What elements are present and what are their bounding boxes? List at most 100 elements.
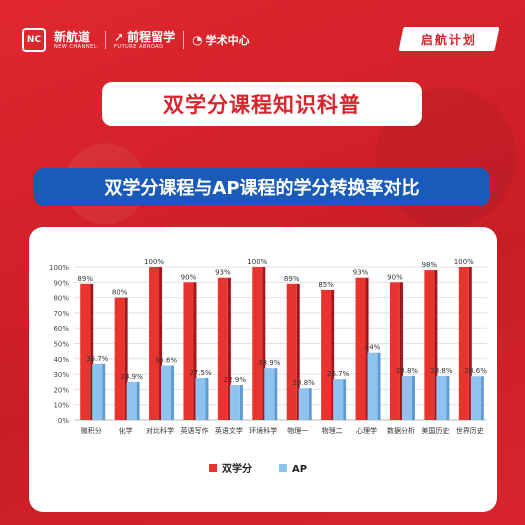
chart-section-title-text: 双学分课程与AP课程的学分转换率对比 [104, 178, 420, 199]
logo-divider [105, 31, 107, 49]
bar-series2 [161, 365, 172, 420]
bar-series1 [114, 297, 125, 420]
y-tick-label: 60% [53, 325, 69, 333]
bar-shadow [193, 282, 197, 420]
legend-swatch-series1 [209, 464, 217, 472]
new-channel-logo-text: 新航道 NEW CHANNEL [54, 31, 97, 50]
bar-series1 [321, 289, 332, 420]
y-tick-label: 50% [53, 341, 69, 349]
data-label-series2: 36.7% [86, 355, 109, 363]
y-tick-label: 100% [49, 264, 69, 272]
x-tick-label: 环境科学 [249, 426, 277, 435]
bar-shadow [136, 381, 140, 420]
data-label-series1: 100% [247, 258, 267, 266]
x-tick-label: 心理学 [356, 426, 377, 435]
y-tick-label: 0% [58, 417, 69, 425]
bar-series2 [229, 384, 240, 420]
page-title-text: 双学分课程知识科普 [163, 93, 361, 117]
bar-series2 [401, 375, 412, 420]
data-label-series2: 26.7% [327, 370, 350, 378]
bar-shadow [434, 270, 438, 420]
logo3-cn: 学术中心 [205, 34, 250, 47]
logo1-en: NEW CHANNEL [54, 43, 98, 50]
future-abroad-logo: ➚ 前程留学 FUTURE ABROAD [114, 31, 175, 50]
swoosh-icon: ➚ [114, 29, 125, 44]
bar-shadow [468, 267, 472, 420]
bar-shadow [331, 289, 335, 420]
x-tick-label: 物理一 [287, 426, 308, 435]
logo-divider [183, 31, 185, 49]
logo2-cn: 前程留学 [127, 29, 176, 44]
y-tick-label: 10% [53, 402, 69, 410]
legend-swatch-series2 [279, 464, 287, 472]
bar-shadow [159, 267, 163, 420]
data-label-series2: 20.8% [293, 379, 316, 387]
new-channel-logo-icon: NC [22, 28, 46, 52]
data-label-series1: 100% [144, 258, 164, 266]
bar-series2 [195, 377, 206, 420]
x-tick-label: 化学 [119, 426, 133, 435]
data-label-series1: 89% [284, 275, 300, 283]
bar-shadow [446, 375, 450, 420]
y-tick-label: 40% [53, 356, 69, 364]
bar-series1 [389, 282, 400, 420]
data-label-series2: 24.9% [121, 373, 144, 381]
data-label-series1: 85% [318, 281, 334, 289]
bar-series1 [355, 277, 366, 420]
bar-shadow [227, 277, 231, 420]
bar-series1 [458, 267, 469, 420]
bar-shadow [90, 283, 94, 420]
data-label-series1: 93% [215, 269, 231, 277]
legend-label-series1: 双学分 [222, 462, 252, 475]
data-label-series2: 28.8% [396, 367, 419, 375]
bar-shadow [343, 379, 347, 420]
x-tick-label: 微积分 [81, 426, 102, 435]
bar-shadow [296, 283, 300, 420]
logo1-cn: 新航道 [54, 29, 91, 44]
arc-icon: ◔ [192, 33, 203, 47]
y-tick-label: 20% [53, 386, 69, 394]
chart-section-title: 双学分课程与AP课程的学分转换率对比 [34, 168, 490, 206]
data-label-series2: 44% [365, 344, 381, 352]
bar-series1 [80, 283, 91, 420]
bar-shadow [262, 267, 266, 420]
x-tick-label: 物理二 [322, 426, 343, 435]
page-title: 双学分课程知识科普 [102, 82, 422, 126]
data-label-series2: 28.8% [430, 367, 453, 375]
logo2-en: FUTURE ABROAD [114, 43, 164, 50]
bar-series2 [436, 375, 447, 420]
y-tick-label: 70% [53, 310, 69, 318]
bar-series1 [252, 267, 263, 420]
data-label-series1: 100% [454, 258, 474, 266]
data-label-series2: 35.6% [155, 357, 178, 365]
bar-shadow [411, 375, 415, 420]
academic-center-logo: ◔ 学术中心 [192, 32, 249, 48]
bar-series1 [183, 282, 194, 420]
bar-shadow [399, 282, 403, 420]
data-label-series1: 90% [181, 273, 197, 281]
brand-logos: NC 新航道 NEW CHANNEL ➚ 前程留学 FUTURE ABROAD ◔… [22, 28, 250, 52]
x-tick-label: 数据分析 [387, 426, 415, 435]
bar-shadow [102, 363, 106, 420]
bar-series2 [92, 363, 103, 420]
bar-series2 [367, 352, 378, 420]
bar-shadow [274, 368, 278, 420]
legend-label-series2: AP [292, 464, 307, 475]
bar-shadow [124, 297, 128, 420]
bar-series2 [126, 381, 137, 420]
x-tick-label: 英语写作 [180, 426, 208, 435]
x-tick-label: 世界历史 [456, 426, 484, 435]
bar-series1 [217, 277, 228, 420]
x-tick-label: 对比科学 [146, 426, 174, 435]
data-label-series1: 90% [387, 273, 403, 281]
x-tick-label: 英语文学 [215, 426, 243, 435]
data-label-series2: 28.6% [465, 367, 488, 375]
bar-shadow [239, 384, 243, 420]
program-tag: 启航计划 [398, 27, 500, 51]
bar-series1 [149, 267, 160, 420]
data-label-series1: 89% [77, 275, 93, 283]
bar-series2 [333, 379, 344, 420]
bar-chart: 0% 10% 20% 30% 40% 50% 60% 70% 80% 90% 100% 89% 36.7… [49, 258, 488, 475]
bar-shadow [205, 377, 209, 420]
y-tick-label: 30% [53, 371, 69, 379]
